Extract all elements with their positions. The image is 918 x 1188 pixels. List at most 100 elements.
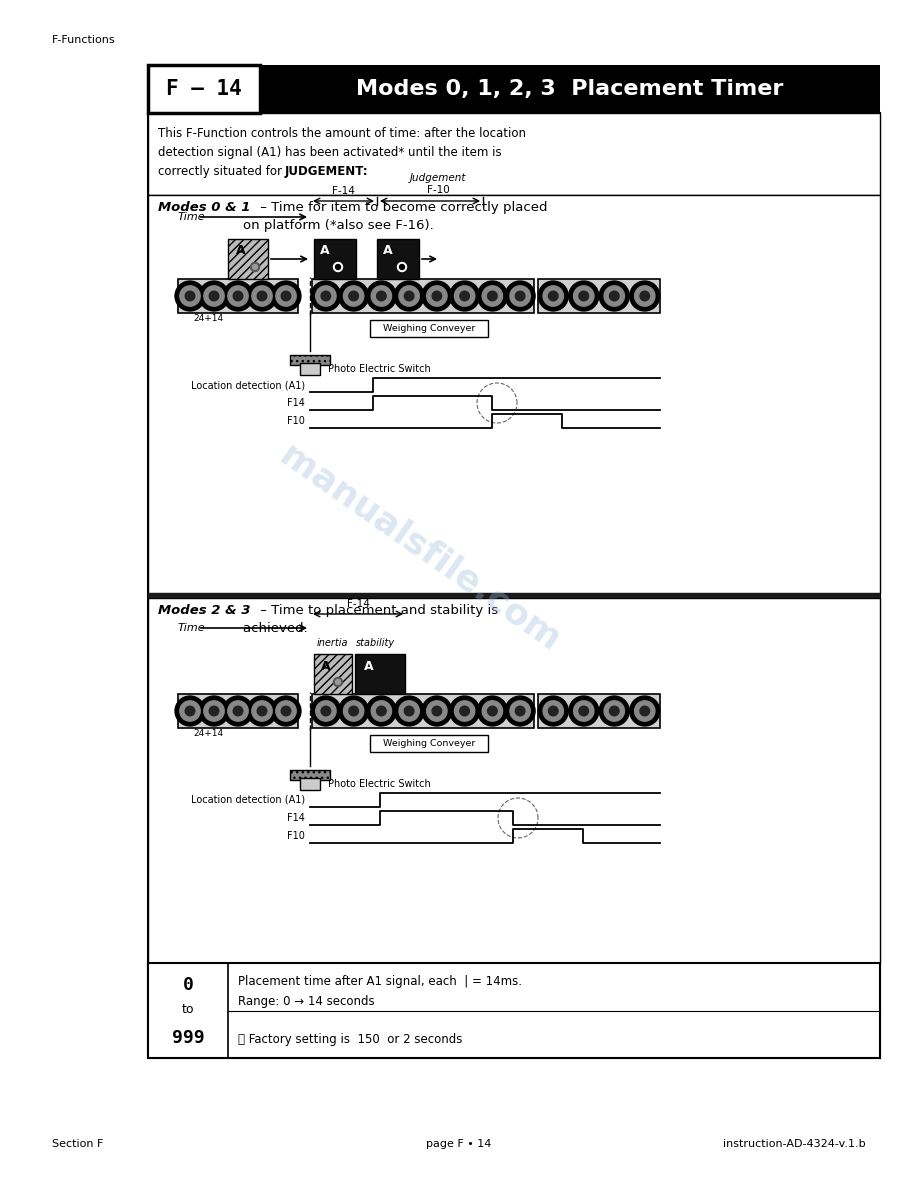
Circle shape	[579, 706, 588, 716]
Bar	[178, 694, 298, 728]
Circle shape	[543, 701, 564, 721]
Text: to: to	[182, 1003, 195, 1016]
Circle shape	[321, 706, 330, 716]
Circle shape	[185, 291, 195, 301]
Circle shape	[515, 706, 525, 716]
Circle shape	[538, 282, 568, 311]
Circle shape	[204, 701, 224, 721]
Circle shape	[366, 696, 397, 726]
Text: A: A	[383, 245, 393, 258]
Circle shape	[482, 701, 502, 721]
Circle shape	[271, 696, 301, 726]
Text: Modes 0, 1, 2, 3  Placement Timer: Modes 0, 1, 2, 3 Placement Timer	[356, 78, 784, 99]
Text: Photo Electric Switch: Photo Electric Switch	[328, 779, 431, 789]
Text: Modes 2 & 3: Modes 2 & 3	[158, 604, 251, 617]
Text: Location detection (A1): Location detection (A1)	[191, 380, 305, 390]
Circle shape	[316, 286, 336, 307]
Circle shape	[422, 696, 452, 726]
Text: F – 14: F – 14	[166, 78, 241, 99]
Circle shape	[257, 706, 267, 716]
Text: Weighing Conveyer: Weighing Conveyer	[383, 324, 476, 333]
Circle shape	[343, 286, 364, 307]
Circle shape	[569, 696, 599, 726]
Circle shape	[233, 706, 242, 716]
Circle shape	[281, 706, 291, 716]
Circle shape	[209, 706, 218, 716]
Text: Section F: Section F	[52, 1139, 104, 1149]
Text: manualsfile.com: manualsfile.com	[274, 438, 566, 658]
Circle shape	[432, 291, 442, 301]
Text: Placement time after A1 signal, each  | = 14ms.: Placement time after A1 signal, each | =…	[238, 974, 522, 987]
Circle shape	[397, 263, 407, 272]
Circle shape	[349, 706, 358, 716]
Circle shape	[281, 291, 291, 301]
Circle shape	[257, 291, 267, 301]
Circle shape	[228, 701, 248, 721]
Bar	[290, 770, 330, 781]
Text: F-14: F-14	[347, 599, 369, 609]
Circle shape	[427, 701, 447, 721]
Circle shape	[275, 286, 297, 307]
Circle shape	[422, 282, 452, 311]
Circle shape	[640, 291, 650, 301]
Circle shape	[477, 696, 508, 726]
Bar	[370, 320, 488, 337]
Text: 24+14: 24+14	[193, 729, 223, 738]
Text: instruction-AD-4324-v.1.b: instruction-AD-4324-v.1.b	[723, 1139, 866, 1149]
Text: F14: F14	[287, 813, 305, 823]
Text: Judgement: Judgement	[409, 173, 466, 183]
Circle shape	[321, 291, 330, 301]
Circle shape	[450, 696, 479, 726]
Bar	[290, 355, 330, 365]
Text: detection signal (A1) has been activated* until the item is: detection signal (A1) has been activated…	[158, 146, 501, 159]
Circle shape	[510, 701, 531, 721]
Circle shape	[454, 286, 475, 307]
Circle shape	[460, 291, 469, 301]
Circle shape	[454, 701, 475, 721]
Circle shape	[223, 282, 253, 311]
Circle shape	[339, 696, 369, 726]
Circle shape	[223, 696, 253, 726]
Circle shape	[175, 282, 205, 311]
Circle shape	[574, 701, 594, 721]
Circle shape	[252, 265, 258, 270]
Bar	[314, 655, 352, 694]
Circle shape	[399, 286, 420, 307]
Circle shape	[634, 286, 655, 307]
Circle shape	[209, 291, 218, 301]
Text: inertia: inertia	[316, 638, 348, 647]
Text: Modes 0 & 1: Modes 0 & 1	[158, 201, 251, 214]
Circle shape	[185, 706, 195, 716]
Circle shape	[371, 286, 392, 307]
Text: F10: F10	[287, 416, 305, 426]
Bar	[355, 655, 405, 694]
Circle shape	[610, 706, 619, 716]
Text: F-10: F-10	[427, 185, 450, 195]
Circle shape	[180, 701, 200, 721]
Text: page F • 14: page F • 14	[426, 1139, 492, 1149]
Circle shape	[399, 265, 405, 270]
Text: Time: Time	[178, 211, 206, 222]
Circle shape	[505, 696, 535, 726]
Bar	[148, 113, 880, 1059]
Text: Time: Time	[178, 623, 206, 633]
Circle shape	[548, 291, 558, 301]
Text: A: A	[321, 659, 330, 672]
Text: Weighing Conveyer: Weighing Conveyer	[383, 739, 476, 748]
Circle shape	[548, 706, 558, 716]
Circle shape	[316, 701, 336, 721]
Circle shape	[247, 696, 277, 726]
Circle shape	[335, 680, 341, 684]
Text: A: A	[320, 245, 330, 258]
Circle shape	[604, 286, 624, 307]
Circle shape	[252, 701, 272, 721]
Circle shape	[505, 282, 535, 311]
Circle shape	[538, 696, 568, 726]
Circle shape	[482, 286, 502, 307]
Circle shape	[487, 291, 498, 301]
Text: on platform (*also see F-16).: on platform (*also see F-16).	[158, 219, 433, 232]
Circle shape	[569, 282, 599, 311]
Circle shape	[630, 282, 660, 311]
Circle shape	[252, 286, 272, 307]
Circle shape	[376, 706, 386, 716]
